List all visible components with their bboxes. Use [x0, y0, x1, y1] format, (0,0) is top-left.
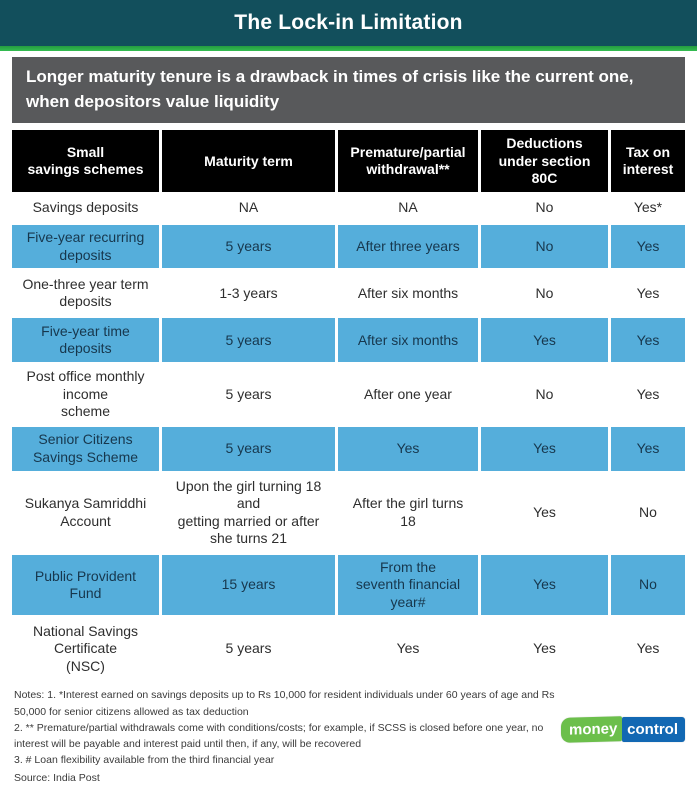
savings-schemes-table: Small savings schemes Maturity term Prem… [12, 130, 685, 681]
title-bar: The Lock-in Limitation [0, 0, 697, 46]
source-credit: Source: India Post [14, 771, 100, 784]
withdrawal-value: After six months [338, 270, 478, 317]
tax-on-interest-value: Yes [611, 270, 685, 317]
table-header-row: Small savings schemes Maturity term Prem… [12, 130, 685, 193]
scheme-name: Public Provident Fund [12, 554, 159, 616]
deduction-80c-value: Yes [481, 426, 608, 471]
deduction-80c-value: No [481, 364, 608, 425]
table-row-post-office-monthly-income-scheme: Post office monthly income scheme 5 year… [12, 364, 685, 425]
withdrawal-value: After the girl turns 18 [338, 472, 478, 553]
subtitle-text: Longer maturity tenure is a drawback in … [26, 67, 634, 111]
page-title: The Lock-in Limitation [234, 11, 463, 34]
table-row-senior-citizens-savings-scheme: Senior Citizens Savings Scheme 5 years Y… [12, 426, 685, 471]
tax-on-interest-value: Yes [611, 318, 685, 363]
withdrawal-value: Yes [338, 617, 478, 681]
scheme-name: Five-year recurring deposits [12, 225, 159, 269]
deduction-80c-value: No [481, 225, 608, 269]
note-3: 3. # Loan flexibility available from the… [14, 754, 275, 767]
maturity-term: 5 years [162, 225, 335, 269]
deduction-80c-value: Yes [481, 617, 608, 681]
logo-control-segment: control [622, 717, 685, 743]
withdrawal-value: After one year [338, 364, 478, 425]
deduction-80c-value: Yes [481, 554, 608, 616]
maturity-term: 5 years [162, 318, 335, 363]
moneycontrol-logo: money control [560, 716, 685, 744]
withdrawal-value: Yes [338, 426, 478, 471]
scheme-name: One-three year term deposits [12, 270, 159, 317]
withdrawal-value: After six months [338, 318, 478, 363]
scheme-name: Savings deposits [12, 192, 159, 224]
tax-on-interest-value: Yes [611, 364, 685, 425]
maturity-term: NA [162, 192, 335, 224]
scheme-name: Five-year time deposits [12, 318, 159, 363]
table-row-five-year-recurring-deposits: Five-year recurring deposits 5 years Aft… [12, 225, 685, 269]
table-row-five-year-time-deposits: Five-year time deposits 5 years After si… [12, 318, 685, 363]
maturity-term: Upon the girl turning 18 and getting mar… [162, 472, 335, 553]
deduction-80c-value: No [481, 270, 608, 317]
tax-on-interest-value: Yes* [611, 192, 685, 224]
tax-on-interest-value: Yes [611, 617, 685, 681]
maturity-term: 5 years [162, 426, 335, 471]
note-2: 2. ** Premature/partial withdrawals come… [14, 721, 544, 751]
tax-on-interest-value: Yes [611, 426, 685, 471]
withdrawal-value: From the seventh financial year# [338, 554, 478, 616]
col-header-tax: Tax on interest [611, 130, 685, 193]
col-header-withdrawal: Premature/partial withdrawal** [338, 130, 478, 193]
table-row-savings-deposits: Savings deposits NA NA No Yes* [12, 192, 685, 224]
note-1: Notes: 1. *Interest earned on savings de… [14, 689, 555, 718]
footer: Notes: 1. *Interest earned on savings de… [2, 687, 685, 786]
subtitle-box: Longer maturity tenure is a drawback in … [12, 57, 685, 124]
table-row-public-provident-fund: Public Provident Fund 15 years From the … [12, 554, 685, 616]
deduction-80c-value: Yes [481, 318, 608, 363]
table-row-national-savings-certificate: National Savings Certificate (NSC) 5 yea… [12, 617, 685, 681]
logo-money-segment: money [560, 716, 623, 744]
deduction-80c-value: Yes [481, 472, 608, 553]
tax-on-interest-value: No [611, 472, 685, 553]
deduction-80c-value: No [481, 192, 608, 224]
tax-on-interest-value: No [611, 554, 685, 616]
tax-on-interest-value: Yes [611, 225, 685, 269]
maturity-term: 5 years [162, 364, 335, 425]
withdrawal-value: NA [338, 192, 478, 224]
col-header-deductions: Deductions under section 80C [481, 130, 608, 193]
withdrawal-value: After three years [338, 225, 478, 269]
table-row-one-three-year-term-deposits: One-three year term deposits 1-3 years A… [12, 270, 685, 317]
scheme-name: Sukanya Samriddhi Account [12, 472, 159, 553]
col-header-schemes: Small savings schemes [12, 130, 159, 193]
notes-block: Notes: 1. *Interest earned on savings de… [14, 687, 574, 768]
maturity-term: 1-3 years [162, 270, 335, 317]
col-header-maturity: Maturity term [162, 130, 335, 193]
maturity-term: 5 years [162, 617, 335, 681]
table-row-sukanya-samriddhi-account: Sukanya Samriddhi Account Upon the girl … [12, 472, 685, 553]
scheme-name: Senior Citizens Savings Scheme [12, 426, 159, 471]
accent-divider [0, 46, 697, 51]
scheme-name: Post office monthly income scheme [12, 364, 159, 425]
maturity-term: 15 years [162, 554, 335, 616]
scheme-name: National Savings Certificate (NSC) [12, 617, 159, 681]
